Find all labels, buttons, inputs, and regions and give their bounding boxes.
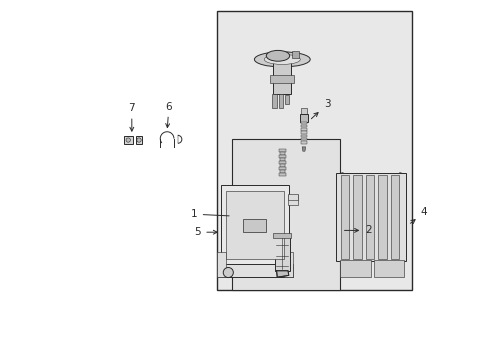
Bar: [378, 175, 386, 259]
Bar: [336, 173, 406, 261]
Polygon shape: [302, 147, 305, 151]
Bar: [301, 141, 306, 144]
Text: 3: 3: [311, 99, 330, 119]
Bar: [226, 191, 284, 259]
Bar: [285, 95, 288, 104]
Ellipse shape: [254, 52, 309, 67]
Bar: [279, 156, 285, 158]
Bar: [287, 194, 298, 200]
Bar: [217, 252, 226, 277]
Text: 4: 4: [409, 207, 427, 224]
Bar: [280, 165, 284, 166]
Bar: [279, 167, 285, 170]
Circle shape: [223, 267, 233, 278]
Bar: [390, 175, 399, 259]
Bar: [280, 170, 284, 172]
Text: 2: 2: [344, 225, 371, 235]
Ellipse shape: [264, 54, 300, 64]
Bar: [273, 59, 291, 94]
Text: 5: 5: [194, 227, 217, 237]
Bar: [279, 161, 285, 163]
Bar: [365, 175, 373, 259]
Bar: [301, 135, 306, 137]
Bar: [301, 125, 306, 127]
Bar: [339, 260, 371, 277]
Bar: [136, 136, 142, 144]
Circle shape: [126, 138, 130, 142]
Bar: [278, 94, 283, 108]
Bar: [287, 195, 298, 205]
Bar: [272, 94, 276, 108]
Bar: [284, 252, 292, 277]
Circle shape: [137, 138, 141, 142]
Text: 6: 6: [165, 102, 172, 127]
Bar: [280, 158, 284, 161]
Ellipse shape: [266, 50, 289, 61]
Bar: [299, 114, 307, 122]
Bar: [301, 108, 306, 115]
Bar: [280, 152, 284, 154]
Text: 7: 7: [128, 103, 135, 131]
Bar: [242, 219, 265, 232]
Bar: [273, 233, 291, 238]
Bar: [301, 138, 306, 140]
Bar: [217, 264, 292, 277]
Bar: [123, 136, 132, 144]
Bar: [352, 175, 361, 259]
Polygon shape: [276, 271, 288, 277]
Bar: [279, 174, 285, 176]
Bar: [301, 122, 306, 124]
Bar: [279, 149, 285, 152]
Bar: [373, 260, 404, 277]
Bar: [275, 235, 289, 271]
Bar: [221, 185, 289, 265]
Bar: [291, 51, 298, 58]
Bar: [340, 175, 348, 259]
Bar: [217, 11, 411, 290]
Bar: [301, 131, 306, 134]
Bar: [270, 75, 294, 83]
Bar: [301, 128, 306, 131]
Text: 1: 1: [191, 209, 229, 219]
Bar: [231, 139, 339, 290]
